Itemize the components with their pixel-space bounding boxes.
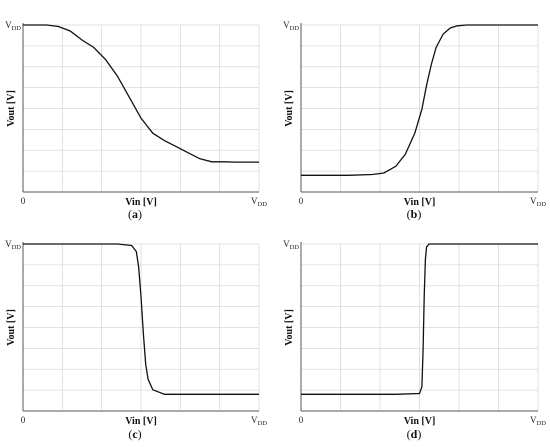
panel-caption: (d) (407, 427, 422, 441)
y-tick-label-vdd: VDD (283, 20, 299, 32)
transfer-curve (23, 243, 259, 395)
x-tick-label-vdd: VDD (251, 415, 267, 427)
transfer-curve (301, 243, 538, 395)
x-tick-label-vdd: VDD (251, 196, 267, 208)
y-axis-label: Vout [V] (284, 90, 295, 127)
x-axis-label: Vin [V] (125, 416, 157, 427)
panel-caption: (a) (128, 207, 142, 221)
inverter-plot-a: VDD 0 VDD Vin [V] Vout [V] (a) (5, 20, 267, 221)
x-tick-label-zero: 0 (21, 196, 26, 206)
x-axis-label: Vin [V] (404, 197, 436, 208)
y-axis-label: Vout [V] (284, 309, 295, 346)
x-tick-label-vdd: VDD (530, 415, 546, 427)
x-tick-label-vdd: VDD (530, 196, 546, 208)
x-tick-label-zero: 0 (299, 196, 304, 206)
x-tick-label-zero: 0 (21, 415, 26, 425)
y-tick-label-vdd: VDD (5, 20, 21, 32)
transfer-curve (23, 24, 259, 163)
panel-caption: (c) (128, 427, 141, 441)
panel-caption: (b) (407, 207, 422, 221)
transfer-curve (301, 24, 538, 176)
y-tick-label-vdd: VDD (5, 239, 21, 251)
y-axis-label: Vout [V] (6, 90, 17, 127)
x-axis-label: Vin [V] (404, 416, 436, 427)
inverter-plot-b: VDD 0 VDD Vin [V] Vout [V] (b) (283, 20, 546, 221)
inverter-plot-c: VDD 0 VDD Vin [V] Vout [V] (c) (5, 239, 267, 441)
y-tick-label-vdd: VDD (283, 239, 299, 251)
inverter-plot-d: VDD 0 VDD Vin [V] Vout [V] (d) (283, 239, 546, 441)
y-axis-label: Vout [V] (6, 309, 17, 346)
x-axis-label: Vin [V] (125, 197, 157, 208)
x-tick-label-zero: 0 (299, 415, 304, 425)
